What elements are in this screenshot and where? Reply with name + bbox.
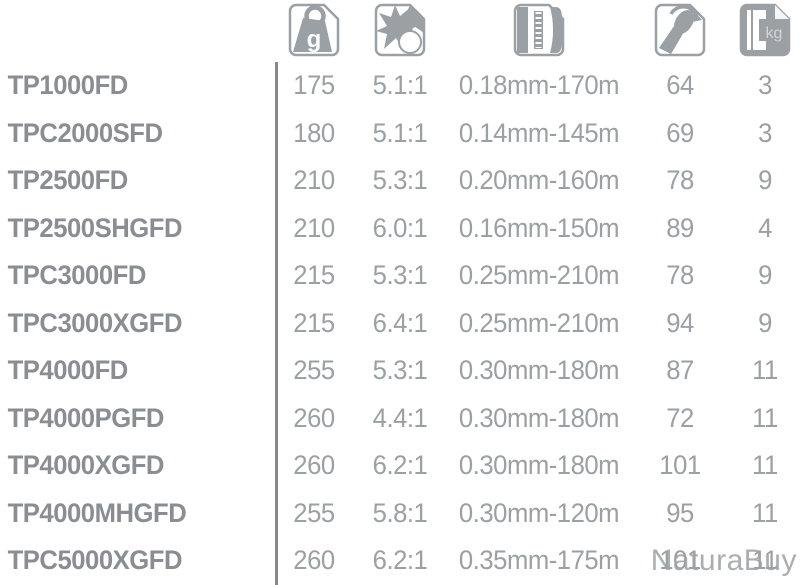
line-capacity-cell: 0.16mm-150m xyxy=(458,212,620,243)
drag-cell: 9 xyxy=(758,165,772,196)
retrieve-cell: 87 xyxy=(666,355,694,386)
retrieve-cell: 64 xyxy=(666,70,694,101)
gear-ratio-cell: 4.4:1 xyxy=(372,402,428,433)
drag-cell: 3 xyxy=(758,117,772,148)
gear-ratio-cell: 5.3:1 xyxy=(372,260,428,291)
line-capacity-cell: 0.18mm-170m xyxy=(458,70,620,101)
gear-ratio-cell: 6.2:1 xyxy=(372,450,428,481)
model-cell: TP2500FD xyxy=(7,165,129,196)
svg-text:g: g xyxy=(307,26,322,53)
model-cell: TP4000MHGFD xyxy=(7,497,187,528)
naturabuy-watermark: NaturaBuy xyxy=(650,544,797,577)
gear-ratio-icon xyxy=(374,3,426,57)
drag-cell: 11 xyxy=(752,450,778,481)
weight-cell: 175 xyxy=(293,70,335,101)
model-cell: TP1000FD xyxy=(7,70,129,101)
line-capacity-column-header xyxy=(448,0,630,62)
drag-column-header: kg xyxy=(730,0,800,62)
retrieve-cell: 78 xyxy=(666,165,694,196)
model-column-header xyxy=(0,0,276,62)
drag-cell: 11 xyxy=(752,402,778,433)
gear-ratio-cell: 5.1:1 xyxy=(372,117,428,148)
drag-cell: 11 xyxy=(752,545,778,576)
drag-cell: 3 xyxy=(758,70,772,101)
model-cell: TPC3000FD xyxy=(7,260,147,291)
weight-cell: 260 xyxy=(293,545,335,576)
drag-cell: 11 xyxy=(752,497,778,528)
line-capacity-cell: 0.20mm-160m xyxy=(458,165,620,196)
retrieve-cell: 95 xyxy=(666,497,694,528)
line-capacity-cell: 0.30mm-120m xyxy=(458,497,620,528)
weight-cell: 215 xyxy=(293,260,335,291)
line-capacity-cell: 0.25mm-210m xyxy=(458,307,620,338)
line-capacity-cell: 0.30mm-180m xyxy=(458,450,620,481)
line-capacity-cell: 0.35mm-175m xyxy=(458,545,620,576)
model-cell: TP4000FD xyxy=(7,355,129,386)
svg-text:kg: kg xyxy=(766,25,783,42)
retrieve-column-header xyxy=(630,0,730,62)
gear-ratio-cell: 6.4:1 xyxy=(372,307,428,338)
weight-cell: 215 xyxy=(293,307,335,338)
model-cell: TP4000PGFD xyxy=(7,402,165,433)
max-drag-icon: kg xyxy=(739,3,791,57)
line-capacity-cell: 0.14mm-145m xyxy=(458,117,620,148)
retrieve-cell: 89 xyxy=(666,212,694,243)
gear-ratio-column-header xyxy=(352,0,448,62)
drag-cell: 9 xyxy=(758,307,772,338)
weight-cell: 255 xyxy=(293,497,335,528)
gear-ratio-cell: 5.3:1 xyxy=(372,355,428,386)
line-capacity-cell: 0.30mm-180m xyxy=(458,355,620,386)
retrieve-cell: 101 xyxy=(659,545,701,576)
weight-grams-icon: g xyxy=(288,3,340,57)
retrieve-cell: 69 xyxy=(666,117,694,148)
model-cell: TP2500SHGFD xyxy=(7,212,183,243)
model-cell: TPC2000SFD xyxy=(7,117,163,148)
retrieve-per-crank-icon xyxy=(654,3,706,57)
gear-ratio-cell: 5.1:1 xyxy=(372,70,428,101)
line-capacity-icon xyxy=(513,3,565,57)
model-cell: TPC5000XGFD xyxy=(7,545,183,576)
table-header: g xyxy=(0,0,800,62)
retrieve-cell: 72 xyxy=(666,402,694,433)
model-cell: TPC3000XGFD xyxy=(7,307,183,338)
drag-cell: 4 xyxy=(758,212,772,243)
weight-cell: 260 xyxy=(293,402,335,433)
drag-cell: 9 xyxy=(758,260,772,291)
line-capacity-cell: 0.30mm-180m xyxy=(458,402,620,433)
retrieve-cell: 94 xyxy=(666,307,694,338)
retrieve-cell: 101 xyxy=(659,450,701,481)
line-capacity-cell: 0.25mm-210m xyxy=(458,260,620,291)
weight-cell: 210 xyxy=(293,212,335,243)
weight-column-header: g xyxy=(276,0,352,62)
gear-ratio-cell: 5.8:1 xyxy=(372,497,428,528)
model-cell: TP4000XGFD xyxy=(7,450,165,481)
weight-cell: 255 xyxy=(293,355,335,386)
gear-ratio-cell: 6.2:1 xyxy=(372,545,428,576)
weight-cell: 210 xyxy=(293,165,335,196)
gear-ratio-cell: 6.0:1 xyxy=(372,212,428,243)
weight-cell: 180 xyxy=(293,117,335,148)
retrieve-cell: 78 xyxy=(666,260,694,291)
column-divider xyxy=(275,62,278,585)
spec-rows: TP1000FD 175 5.1:1 0.18mm-170m 64 3 TPC2… xyxy=(0,62,800,585)
gear-ratio-cell: 5.3:1 xyxy=(372,165,428,196)
weight-cell: 260 xyxy=(293,450,335,481)
drag-cell: 11 xyxy=(752,355,778,386)
